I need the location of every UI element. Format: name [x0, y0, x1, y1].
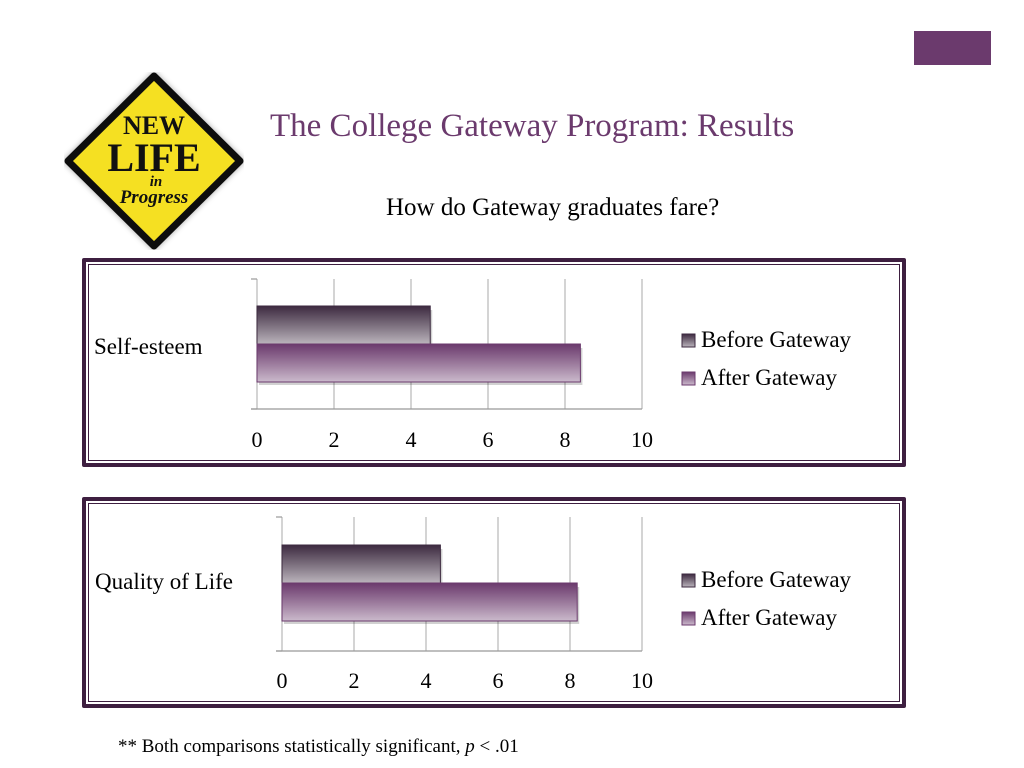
footnote-threshold: < .01	[474, 736, 519, 757]
x-tick-label-0: 0	[252, 427, 263, 452]
self-esteem-bar-chart: 0 2 4 6 8 10 Self-esteem Before Gateway After Ga…	[94, 278, 852, 452]
legend-swatch-1	[681, 371, 696, 386]
slide-subtitle: How do Gateway graduates fare?	[386, 194, 720, 221]
legend-label-0: Before Gateway	[701, 327, 852, 352]
legend-label-0: Before Gateway	[701, 567, 852, 592]
category-label: Self-esteem	[94, 334, 203, 359]
bar-shadow-0	[284, 549, 443, 586]
footnote-text: ** Both comparisons statistically signif…	[118, 736, 466, 757]
x-tick-label-10: 10	[631, 427, 653, 452]
category-label: Quality of Life	[95, 569, 233, 594]
x-tick-label-8: 8	[565, 668, 576, 693]
bar-shadow-1	[259, 348, 583, 385]
x-tick-label-8: 8	[560, 427, 571, 452]
legend-label-1: After Gateway	[701, 365, 838, 390]
bar-after-gateway	[256, 343, 581, 383]
x-tick-label-4: 4	[421, 668, 432, 693]
bar-before-gateway	[281, 544, 441, 584]
legend-swatch-1	[681, 611, 696, 626]
legend-swatch-0	[681, 573, 696, 588]
x-tick-label-0: 0	[277, 668, 288, 693]
x-tick-label-6: 6	[483, 427, 494, 452]
slide-title: The College Gateway Program: Results	[270, 108, 795, 144]
quality-of-life-bar-chart: 0 2 4 6 8 10 Quality of Life Before Gateway Afte…	[95, 516, 852, 693]
x-tick-label-10: 10	[631, 668, 653, 693]
footnote-p-symbol: p	[465, 736, 475, 757]
new-life-in-progress-logo: NEW LIFE in Progress	[64, 72, 244, 250]
x-tick-label-4: 4	[406, 427, 417, 452]
logo-word-progress: Progress	[119, 187, 189, 208]
x-tick-label-2: 2	[329, 427, 340, 452]
x-tick-label-2: 2	[349, 668, 360, 693]
logo-word-in: in	[150, 174, 163, 190]
bar-after-gateway	[281, 582, 578, 622]
logo-word-new: NEW	[123, 111, 185, 140]
chart-panel-quality-of-life: 0 2 4 6 8 10 Quality of Life Before Gateway Afte…	[82, 497, 906, 708]
road-sign-diamond	[64, 72, 244, 250]
chart-panel-self-esteem: 0 2 4 6 8 10 Self-esteem Before Gateway After Ga…	[82, 258, 906, 467]
corner-accent-block	[914, 31, 991, 65]
bar-shadow-0	[259, 310, 433, 347]
logo-word-life: LIFE	[107, 135, 200, 180]
legend-label-1: After Gateway	[701, 605, 838, 630]
legend-swatch-0	[681, 333, 696, 348]
bar-before-gateway	[256, 305, 431, 345]
bar-shadow-1	[284, 587, 580, 624]
x-tick-label-6: 6	[493, 668, 504, 693]
significance-footnote: ** Both comparisons statistically signif…	[118, 736, 519, 758]
